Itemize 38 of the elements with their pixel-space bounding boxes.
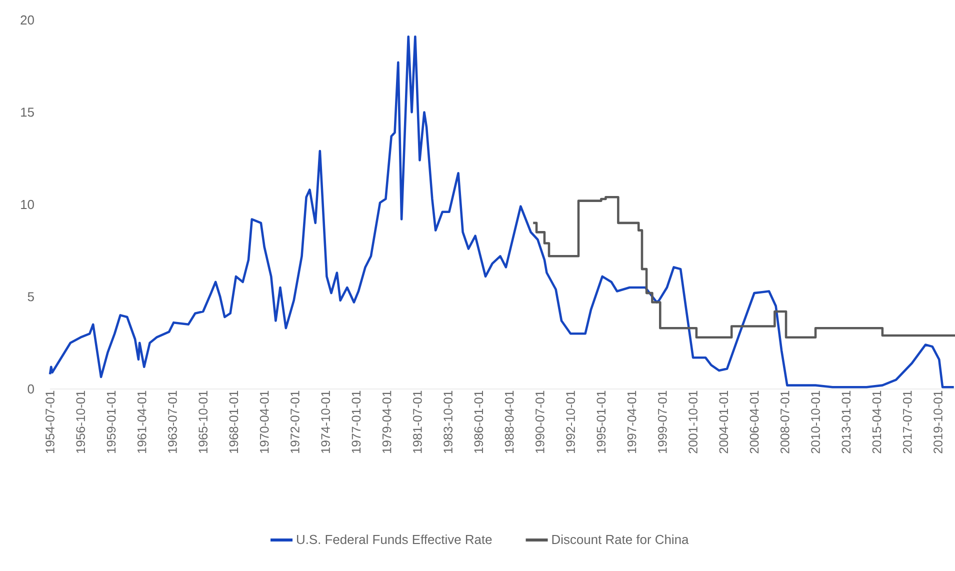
x-tick-label: 2015-04-01 xyxy=(872,390,882,454)
y-tick-label: 20 xyxy=(20,15,34,25)
line-series xyxy=(48,35,955,388)
x-tick-label: 1988-04-01 xyxy=(504,390,514,453)
x-tick-label: 1997-04-01 xyxy=(627,390,636,453)
x-tick-label: 1995-01-01 xyxy=(596,390,606,453)
x-tick-label: 2013-01-01 xyxy=(842,390,851,454)
y-tick-label: 15 xyxy=(21,108,34,117)
x-tick-label: 2008-07-01 xyxy=(780,390,790,454)
x-tick-label: 1979-04-01 xyxy=(382,390,392,453)
x-tick-label: 1983-10-01 xyxy=(444,390,452,453)
x-tick-label: 1959-01-01 xyxy=(106,390,116,453)
y-tick-label: 5 xyxy=(28,292,34,302)
x-tick-label: 1999-07-01 xyxy=(658,390,667,453)
x-tick-label: 2001-10-01 xyxy=(688,390,698,454)
x-tick-label: 1992-10-01 xyxy=(566,390,575,453)
y-tick-label: 0 xyxy=(28,384,34,394)
x-tick-label: 2017-07-01 xyxy=(902,390,912,454)
x-tick-label: 1986-01-01 xyxy=(474,390,484,453)
x-tick-label: 1972-07-01 xyxy=(290,390,300,453)
x-tick-label: 1981-07-01 xyxy=(413,390,422,453)
x-tick-label: 2004-01-01 xyxy=(719,390,728,454)
x-tick-label: 1954-07-01 xyxy=(46,390,54,453)
x-tick-label: 2006-04-01 xyxy=(750,390,759,454)
x-tick-label: 1956-10-01 xyxy=(76,390,86,453)
y-tick-label: 10 xyxy=(21,200,34,210)
x-tick-label: 1990-07-01 xyxy=(536,390,544,453)
x-tick-label: 2019-10-01 xyxy=(934,390,942,454)
legend-label: Discount Rate for China xyxy=(552,534,689,544)
x-tick-label: 1977-01-01 xyxy=(352,390,361,453)
legend-label: U.S. Federal Funds Effective Rate xyxy=(297,534,492,544)
x-tick-label: 1965-10-01 xyxy=(198,390,208,453)
x-tick-label: 1974-10-01 xyxy=(321,390,330,453)
x-tick-label: 1963-07-01 xyxy=(168,390,177,453)
x-tick-label: 1961-04-01 xyxy=(137,390,146,453)
x-tick-label: 2010-10-01 xyxy=(811,390,820,454)
x-tick-label: 1970-04-01 xyxy=(260,390,269,453)
x-tick-label: 1968-01-01 xyxy=(229,390,238,453)
